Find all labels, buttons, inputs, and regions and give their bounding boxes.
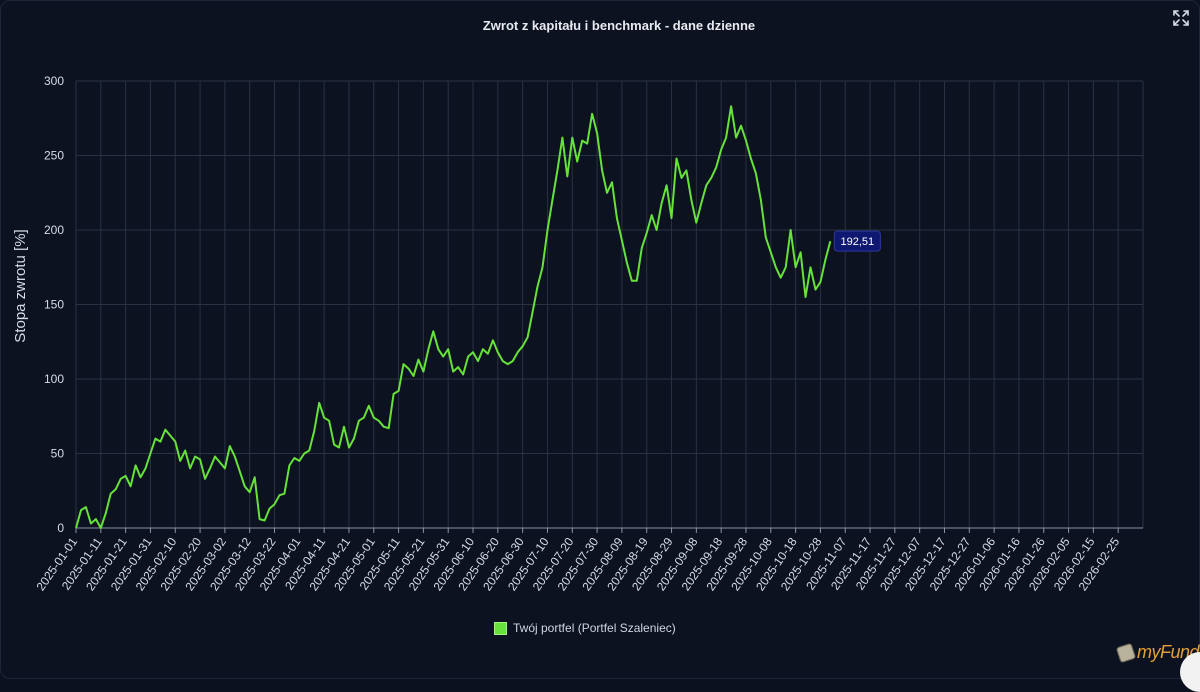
series-line [75, 105, 832, 529]
y-axis: 0 50 100 150 200 250 300 [44, 74, 64, 535]
grid [75, 80, 1144, 529]
y-tick-label: 300 [44, 74, 64, 88]
legend-swatch [494, 621, 507, 635]
myfund-logo-icon [1115, 642, 1137, 663]
y-tick-label: 150 [44, 298, 64, 312]
y-tick-label: 200 [44, 223, 64, 237]
brand-logo: myFund [1115, 642, 1200, 663]
legend-item[interactable]: Twój portfel (Portfel Szaleniec) [494, 620, 676, 636]
y-tick-label: 250 [44, 149, 64, 163]
series-layer [75, 105, 832, 529]
y-tick-label: 100 [44, 372, 64, 386]
badge-bg [833, 230, 881, 252]
last-value-label: 192,51 [841, 236, 875, 248]
x-axis: 2025-01-012025-01-112025-01-212025-01-31… [33, 527, 1143, 593]
last-value-badge: 192,51 [833, 230, 881, 252]
logo-text: myFund [1137, 642, 1200, 662]
fullscreen-expand-icon[interactable] [1171, 8, 1191, 28]
y-tick-label: 0 [57, 521, 64, 535]
y-axis-label: Stopa zwrotu [%] [12, 229, 29, 342]
chart-title: Zwrot z kapitału i benchmark - dane dzie… [482, 18, 756, 33]
legend-label: Twój portfel (Portfel Szaleniec) [513, 621, 676, 635]
y-tick-label: 50 [51, 447, 65, 461]
